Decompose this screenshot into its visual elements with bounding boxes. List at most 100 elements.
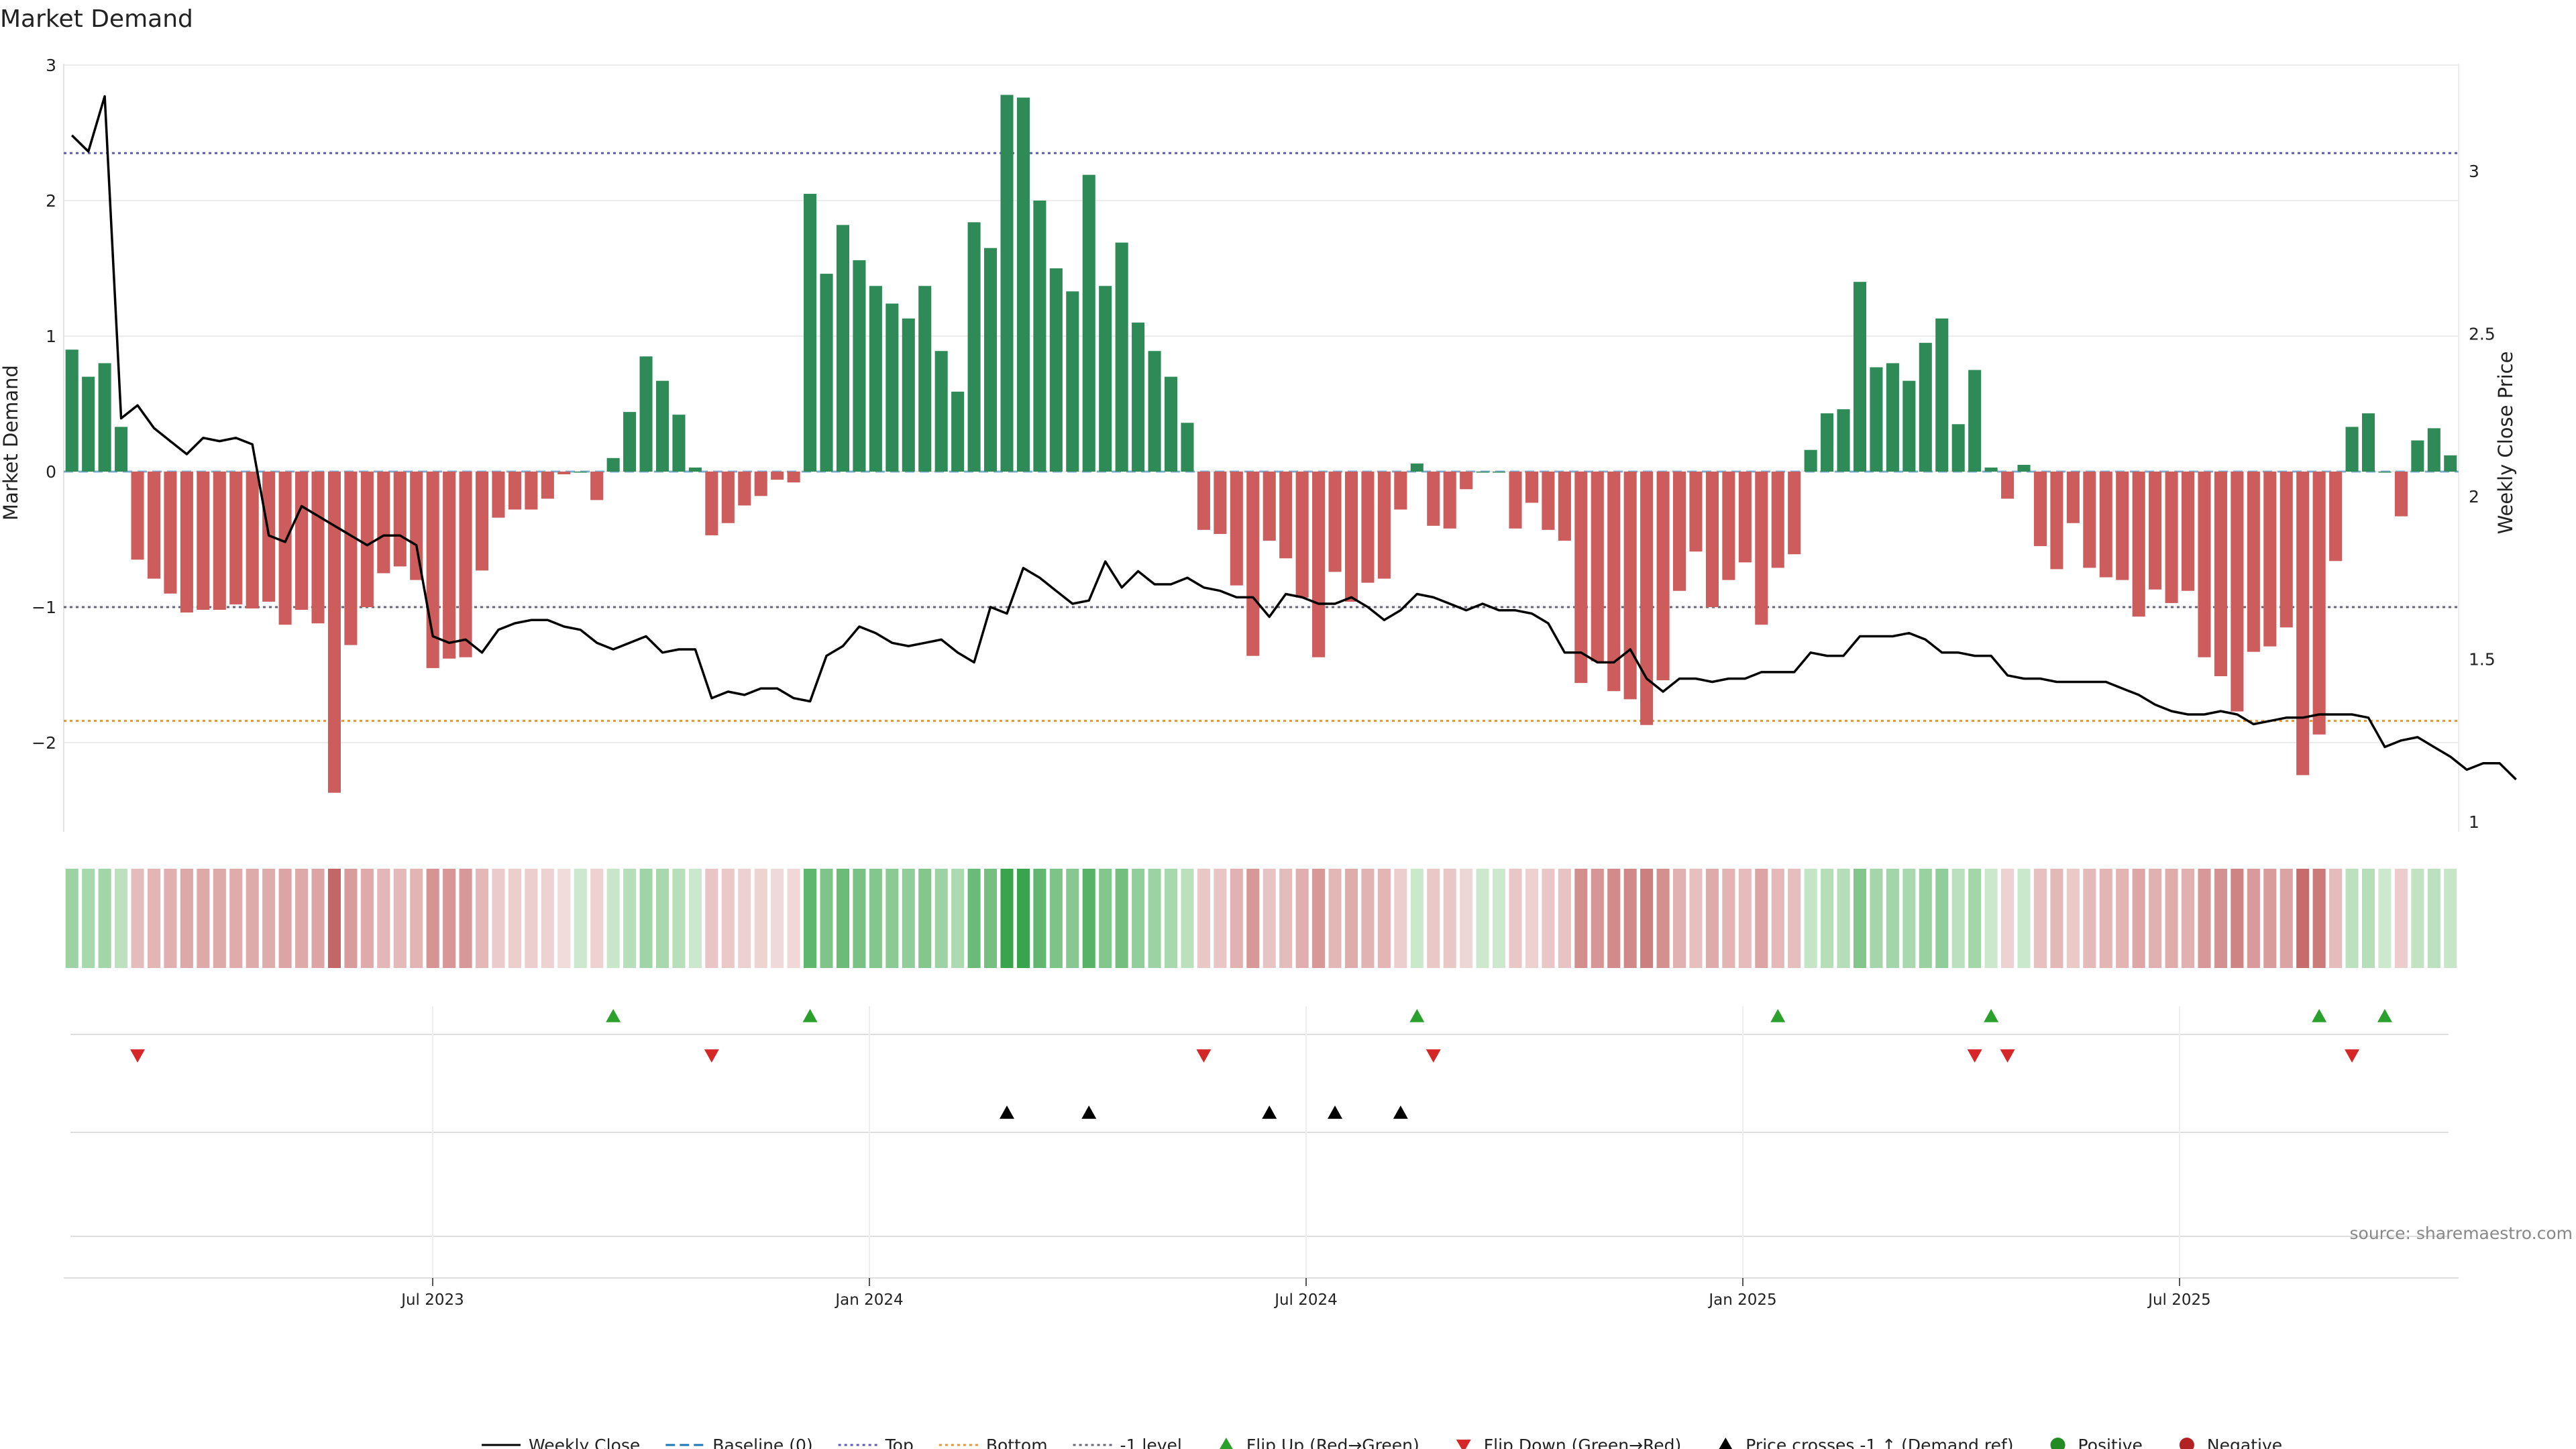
legend-label: Weekly Close bbox=[529, 1436, 640, 1449]
price-cross-marker bbox=[999, 1106, 1014, 1119]
demand-bar bbox=[147, 472, 161, 579]
demand-bar bbox=[1148, 351, 1161, 472]
heatmap-cell bbox=[738, 869, 751, 968]
heatmap-cell bbox=[1738, 869, 1752, 968]
left-tick-label: 2 bbox=[46, 191, 56, 211]
demand-bar bbox=[1427, 472, 1440, 526]
left-tick-label: 1 bbox=[46, 327, 56, 346]
demand-bar bbox=[115, 427, 128, 472]
demand-bar bbox=[1099, 286, 1112, 472]
heatmap-cell bbox=[1295, 869, 1309, 968]
flip-up-marker bbox=[1409, 1009, 1425, 1022]
heatmap-cell bbox=[147, 869, 161, 968]
demand-bar bbox=[2361, 413, 2375, 472]
demand-bar bbox=[2444, 455, 2457, 472]
demand-bar bbox=[1493, 472, 1506, 473]
demand-bar bbox=[327, 472, 341, 793]
heatmap-cell bbox=[2017, 869, 2031, 968]
heatmap-cell bbox=[606, 869, 620, 968]
heatmap-cell bbox=[229, 869, 243, 968]
demand-bar bbox=[2411, 440, 2424, 472]
demand-bar bbox=[2198, 472, 2211, 657]
heatmap-cell bbox=[754, 869, 767, 968]
heatmap-cell bbox=[525, 869, 538, 968]
demand-bar bbox=[164, 472, 177, 594]
demand-bar bbox=[672, 415, 686, 472]
demand-bar bbox=[590, 472, 604, 500]
heatmap-cell bbox=[2361, 869, 2375, 968]
demand-bar bbox=[787, 472, 800, 483]
legend-item: Price crosses -1 ↑ (Demand ref) bbox=[1719, 1436, 2014, 1449]
demand-bar bbox=[246, 472, 259, 609]
heatmap-cell bbox=[1443, 869, 1456, 968]
demand-bar bbox=[1919, 343, 1932, 472]
demand-bar bbox=[984, 248, 998, 472]
demand-bar bbox=[1344, 472, 1358, 602]
demand-bar bbox=[311, 472, 325, 624]
demand-bar bbox=[754, 472, 767, 496]
heatmap-cell bbox=[1246, 869, 1260, 968]
gridlines bbox=[63, 64, 2459, 832]
heatmap-cell bbox=[1853, 869, 1867, 968]
heatmap-cell bbox=[1902, 869, 1916, 968]
heatmap-cell bbox=[1082, 869, 1095, 968]
demand-bar bbox=[295, 472, 309, 610]
heatmap-cell bbox=[853, 869, 866, 968]
price-line-group bbox=[70, 95, 2517, 781]
heatmap-cell bbox=[639, 869, 653, 968]
heatmap-cell bbox=[2001, 869, 2015, 968]
right-tick-label: 2 bbox=[2469, 487, 2479, 506]
heatmap-cell bbox=[1886, 869, 1899, 968]
legend-label: Positive bbox=[2078, 1436, 2143, 1449]
heatmap-cell bbox=[1722, 869, 1735, 968]
demand-bar bbox=[1312, 472, 1326, 657]
heatmap-cell bbox=[115, 869, 128, 968]
heatmap-cell bbox=[295, 869, 309, 968]
heatmap-cell bbox=[804, 869, 817, 968]
flip-up-marker bbox=[1984, 1009, 1999, 1022]
demand-bar bbox=[492, 472, 505, 518]
demand-bar bbox=[2116, 472, 2129, 580]
heatmap-cell bbox=[623, 869, 637, 968]
demand-bar bbox=[1738, 472, 1752, 563]
heatmap-cell bbox=[574, 869, 587, 968]
reference-lines bbox=[64, 152, 2459, 722]
demand-bar bbox=[525, 472, 538, 510]
demand-bar bbox=[2132, 472, 2145, 617]
weekly-close-line bbox=[70, 95, 2517, 781]
demand-heatmap-strip bbox=[65, 869, 2457, 968]
demand-bar bbox=[2099, 472, 2112, 578]
demand-bar bbox=[459, 472, 472, 657]
heatmap-cell bbox=[377, 869, 390, 968]
legend-item: Weekly Close bbox=[482, 1436, 640, 1449]
demand-bar bbox=[918, 286, 932, 472]
demand-bar bbox=[771, 472, 784, 480]
legend-swatch-dot bbox=[2179, 1438, 2194, 1449]
heatmap-cell bbox=[2411, 869, 2424, 968]
heatmap-cell bbox=[2231, 869, 2244, 968]
heatmap-cell bbox=[1312, 869, 1326, 968]
heatmap-cell bbox=[1148, 869, 1161, 968]
demand-bar bbox=[1279, 472, 1293, 559]
heatmap-cell bbox=[1197, 869, 1210, 968]
chart-title: Market Demand bbox=[0, 5, 193, 33]
demand-bar bbox=[1951, 424, 1965, 472]
demand-bar bbox=[1788, 472, 1801, 555]
heatmap-cell bbox=[1214, 869, 1227, 968]
demand-bar bbox=[1033, 201, 1046, 472]
demand-bar bbox=[180, 472, 193, 613]
heatmap-cell bbox=[2329, 869, 2343, 968]
demand-bar bbox=[197, 472, 210, 610]
demand-bar bbox=[2149, 472, 2162, 590]
demand-bar bbox=[836, 225, 850, 472]
demand-bar bbox=[557, 472, 571, 475]
heatmap-cell bbox=[2050, 869, 2063, 968]
heatmap-cell bbox=[1427, 869, 1440, 968]
signal-markers bbox=[64, 1009, 2459, 1279]
demand-bar bbox=[1771, 472, 1784, 568]
heatmap-cell bbox=[672, 869, 686, 968]
demand-bar bbox=[2247, 472, 2260, 652]
demand-bar bbox=[1476, 472, 1489, 473]
right-tick-label: 3 bbox=[2469, 162, 2479, 181]
heatmap-cell bbox=[1460, 869, 1473, 968]
